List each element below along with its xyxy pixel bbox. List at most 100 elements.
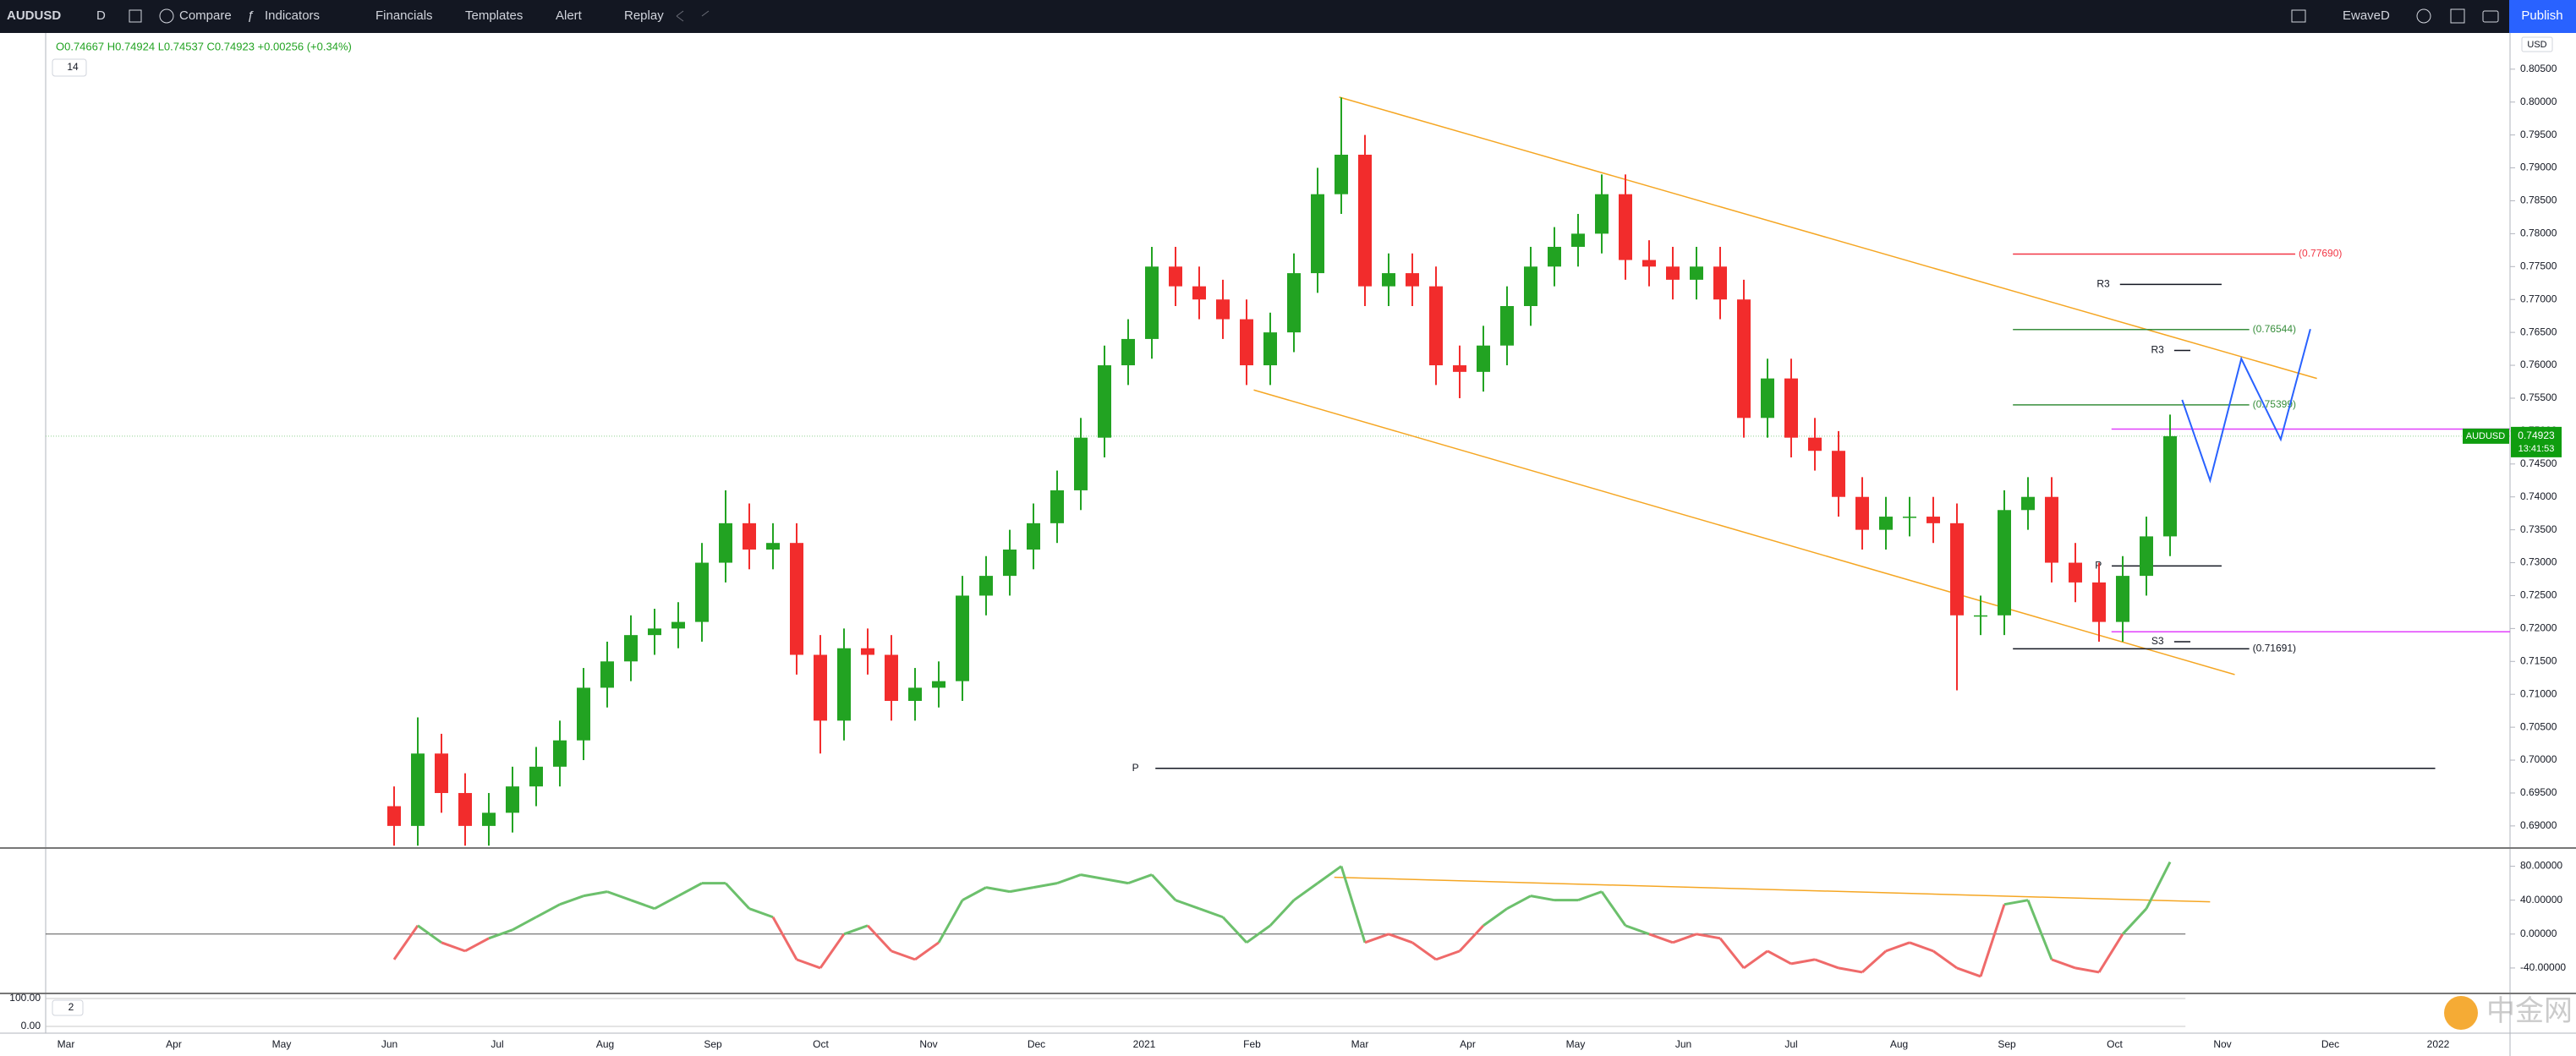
trendline (1334, 876, 2211, 903)
toolbar-item[interactable]: Financials (375, 8, 433, 23)
y-tick-label: 0.74000 (2520, 490, 2557, 502)
chart-style-icon[interactable] (129, 9, 142, 23)
candle-body (1595, 194, 1609, 234)
level-label: (0.75399) (2253, 398, 2296, 410)
pivot-label: R3 (2096, 277, 2110, 289)
candle-body (1855, 496, 1869, 530)
oscillator-segment (1411, 941, 1437, 961)
oscillator-segment (654, 895, 679, 911)
snapshot-icon[interactable] (2482, 10, 2499, 23)
candle-body (553, 740, 567, 767)
candle-body (577, 687, 590, 741)
candle-body (1998, 510, 2011, 616)
candle-body (695, 562, 709, 622)
x-tick-label: Nov (919, 1038, 937, 1050)
publish-button[interactable] (2509, 0, 2576, 33)
candle-body (671, 621, 685, 629)
candle-body (2092, 582, 2106, 622)
toolbar-item[interactable]: Alert (556, 8, 583, 23)
y-tick-label: 0.72500 (2520, 589, 2557, 601)
oscillator-segment (1483, 907, 1508, 927)
candle-body (979, 576, 993, 596)
candle-body (1903, 517, 1916, 518)
candle-body (1950, 523, 1964, 616)
oscillator-segment (630, 899, 655, 911)
oscillator-segment (1056, 873, 1082, 885)
oscillator-segment (796, 958, 821, 970)
candle-body (624, 635, 638, 662)
y-tick-label: 0.69000 (2520, 819, 2557, 831)
y-tick-label: 0.00 (21, 1020, 41, 1031)
x-tick-label: Dec (2321, 1038, 2339, 1050)
y-tick-label: 0.00000 (2520, 927, 2557, 939)
indicator-chip[interactable] (52, 58, 87, 77)
currency-chip[interactable] (2521, 36, 2553, 52)
oscillator-segment (464, 937, 490, 953)
candle-body (411, 753, 425, 826)
level-label: (0.76544) (2253, 323, 2296, 335)
oscillator-segment (1435, 949, 1461, 961)
y-tick-label: 0.71500 (2520, 654, 2557, 666)
y-tick-label: 0.72000 (2520, 622, 2557, 634)
oscillator-segment (392, 924, 419, 960)
candle-body (482, 813, 496, 826)
toolbar-item[interactable]: Indicators (265, 8, 320, 23)
candle-body (1571, 233, 1585, 247)
oscillator-segment (441, 941, 466, 953)
candle-body (1121, 338, 1135, 366)
oscillator-segment (1979, 904, 2006, 977)
candle-body (766, 543, 780, 550)
undo-redo[interactable] (676, 10, 710, 22)
candle-body (908, 687, 922, 701)
oscillator-segment (583, 890, 608, 898)
x-tick-label: Aug (596, 1038, 614, 1050)
candle-body (814, 654, 827, 721)
oscillator-segment (1743, 949, 1768, 970)
account[interactable]: EwaveD (2343, 8, 2390, 23)
x-tick-label: Oct (813, 1038, 829, 1050)
oscillator-segment (1388, 933, 1413, 944)
interval[interactable]: D (96, 8, 106, 23)
candle-body (1927, 517, 1940, 523)
candle-body (1737, 299, 1751, 419)
settings-icon[interactable] (2416, 8, 2431, 24)
y-tick-label: 0.75500 (2520, 391, 2557, 403)
candle-body (1500, 306, 1514, 346)
channel-lower (1253, 389, 2235, 676)
indicator-count[interactable]: 2 (69, 1001, 74, 1013)
oscillator-segment (748, 907, 774, 919)
oscillator-segment (1317, 865, 1342, 884)
candle-body (458, 792, 472, 826)
symbol[interactable]: AUDUSD (7, 8, 61, 23)
countdown: 13:41:53 (2518, 444, 2555, 454)
candle-body (387, 806, 401, 826)
candle-body (1335, 154, 1348, 194)
oscillator-segment (1696, 933, 1721, 940)
layout-icon[interactable] (2291, 9, 2306, 23)
candle-body (1713, 266, 1727, 300)
x-tick-label: Jul (491, 1038, 503, 1050)
indicator-chip[interactable] (52, 999, 84, 1016)
currency[interactable]: USD (2527, 40, 2546, 50)
toolbar-item[interactable]: Templates (465, 8, 523, 23)
candle-body (861, 648, 874, 655)
level-label: (0.71691) (2253, 643, 2296, 654)
projection-path (2181, 328, 2311, 484)
price-tag (2511, 426, 2562, 457)
candle-body (1263, 332, 1277, 366)
candle-body (1619, 194, 1632, 260)
oscillator-segment (1104, 878, 1129, 885)
indicator-count[interactable]: 14 (67, 61, 79, 73)
oscillator-segment (1672, 933, 1697, 944)
toolbar-item[interactable]: Replay (624, 8, 664, 23)
publish-label[interactable]: Publish (2521, 8, 2562, 23)
fullscreen-icon[interactable] (2450, 8, 2465, 24)
candle-body (506, 786, 519, 813)
candle-body (1832, 451, 1845, 497)
oscillator-segment (1293, 882, 1318, 901)
oscillator-segment (1080, 873, 1105, 881)
y-tick-label: 0.76500 (2520, 326, 2557, 337)
candle-body (1287, 273, 1301, 333)
toolbar-item[interactable]: Compare (179, 8, 232, 23)
oscillator-segment (771, 916, 798, 960)
